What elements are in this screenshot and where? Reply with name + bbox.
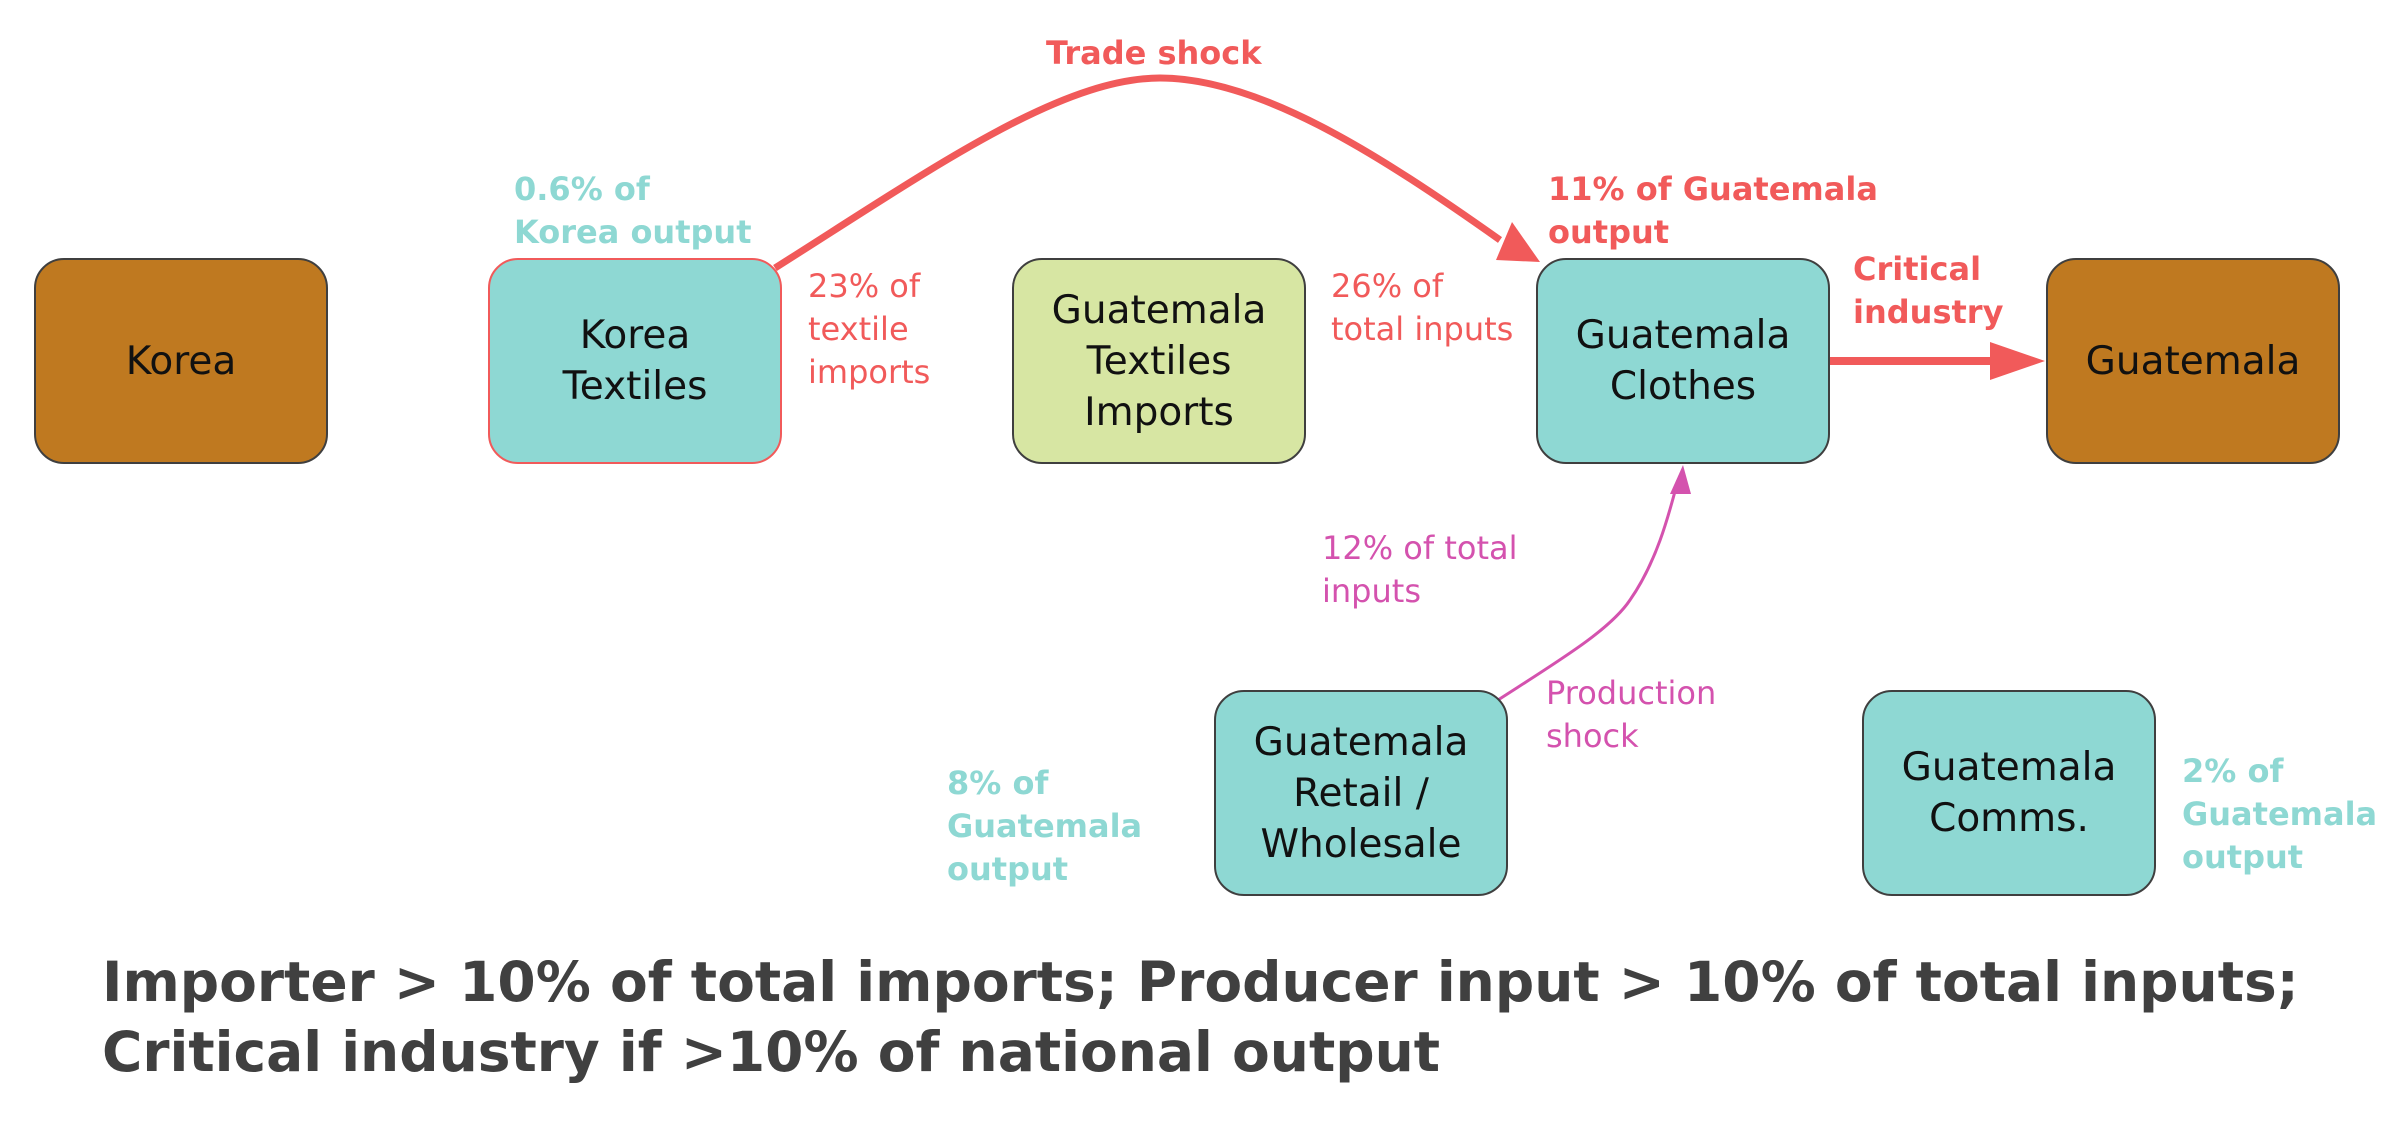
guatemala-comms-node: Guatemala Comms. — [1862, 690, 2156, 896]
critical-industry-arrowhead — [1990, 342, 2045, 380]
trade-shock-arrowhead — [1496, 222, 1540, 262]
production-shock-label: Production shock — [1546, 674, 1717, 755]
guatemala-node: Guatemala — [2046, 258, 2340, 464]
criteria-footer: Importer > 10% of total imports; Produce… — [102, 947, 2299, 1087]
clothes-share-label: 11% of Guatemala output — [1548, 170, 1878, 251]
retail-inputs-share-label: 12% of total inputs — [1322, 529, 1518, 610]
guatemala-textiles-imports-node-label: Guatemala Textiles Imports — [1051, 287, 1267, 435]
guatemala-textiles-imports-node: Guatemala Textiles Imports — [1012, 258, 1306, 464]
total-inputs-share-label: 26% of total inputs — [1331, 267, 1514, 348]
korea-node-label: Korea — [125, 338, 237, 384]
retail-share-label: 8% of Guatemala output — [947, 764, 1143, 888]
criteria-footer-line-2: Critical industry if >10% of national ou… — [102, 1020, 1441, 1084]
korea-textiles-node-label: Korea Textiles — [562, 313, 708, 409]
guatemala-clothes-node: Guatemala Clothes — [1536, 258, 1830, 464]
textile-imports-share-label: 23% of textile imports — [808, 267, 931, 391]
production-shock-arrowhead — [1670, 465, 1691, 494]
guatemala-node-label: Guatemala — [2085, 338, 2301, 384]
korea-node: Korea — [34, 258, 328, 464]
trade-shock-edge — [773, 74, 1503, 271]
critical-industry-label: Critical industry — [1853, 250, 2004, 331]
korea-textiles-share-label: 0.6% of Korea output — [514, 170, 752, 251]
comms-share-label: 2% of Guatemala output — [2182, 752, 2378, 876]
trade-shock-label: Trade shock — [1046, 34, 1262, 72]
guatemala-retail-wholesale-node-label: Guatemala Retail / Wholesale — [1253, 719, 1469, 867]
guatemala-comms-node-label: Guatemala Comms. — [1901, 745, 2117, 841]
criteria-footer-line-1: Importer > 10% of total imports; Produce… — [102, 950, 2299, 1014]
guatemala-retail-wholesale-node: Guatemala Retail / Wholesale — [1214, 690, 1508, 896]
korea-textiles-node: Korea Textiles — [488, 258, 782, 464]
production-shock-edge — [1497, 479, 1680, 702]
guatemala-clothes-node-label: Guatemala Clothes — [1575, 313, 1791, 409]
